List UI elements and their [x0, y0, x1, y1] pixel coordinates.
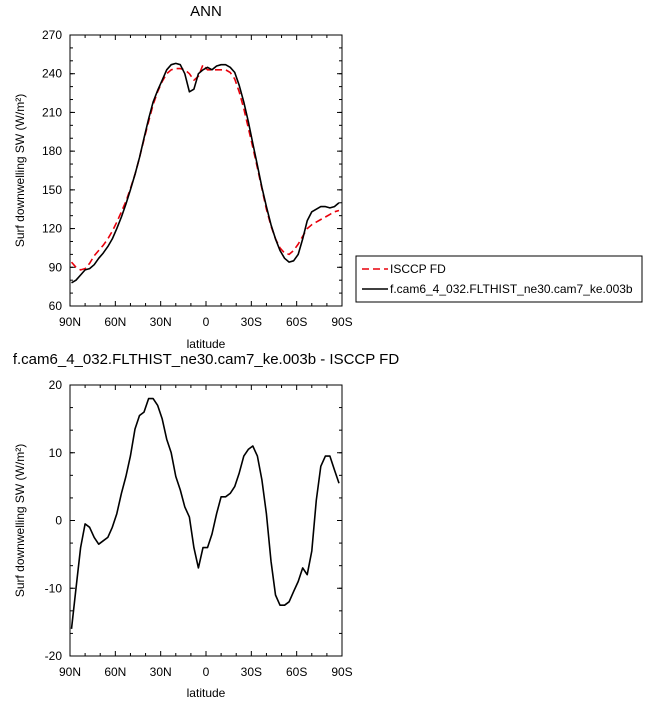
series-line-0 [70, 397, 340, 629]
y-tick-label: 210 [42, 105, 62, 119]
x-axis-label: latitude [187, 337, 226, 351]
chart-title: f.cam6_4_032.FLTHIST_ne30.cam7_ke.003b -… [13, 351, 399, 368]
legend-label: f.cam6_4_032.FLTHIST_ne30.cam7_ke.003b [390, 282, 633, 296]
y-tick-label: 0 [55, 514, 62, 528]
series-line-1 [71, 62, 340, 284]
y-axis-label: Surf downwelling SW (W/m²) [13, 444, 27, 597]
x-axis-label: latitude [187, 686, 226, 700]
plot-frame [69, 34, 343, 307]
x-tick-label: 60S [286, 315, 307, 329]
y-tick-label: 120 [42, 222, 62, 236]
x-tick-label: 90S [331, 665, 352, 679]
y-tick-label: 60 [49, 299, 63, 313]
x-tick-label: 60N [104, 665, 126, 679]
series-line-0 [70, 63, 340, 271]
legend-label: ISCCP FD [390, 262, 446, 276]
y-tick-label: 10 [49, 446, 63, 460]
y-axis-label: Surf downwelling SW (W/m²) [13, 94, 27, 247]
y-tick-label: 20 [49, 378, 63, 392]
x-tick-label: 90S [331, 315, 352, 329]
x-tick-label: 30S [241, 665, 262, 679]
y-tick-label: 240 [42, 67, 62, 81]
x-tick-label: 90N [59, 315, 81, 329]
y-tick-label: 270 [42, 28, 62, 42]
x-tick-label: 90N [59, 665, 81, 679]
legend-box [355, 255, 643, 303]
y-tick-label: -10 [45, 581, 63, 595]
x-tick-label: 0 [203, 665, 210, 679]
x-tick-label: 30S [241, 315, 262, 329]
x-tick-label: 0 [203, 315, 210, 329]
y-tick-label: 90 [49, 260, 63, 274]
difference-panel: f.cam6_4_032.FLTHIST_ne30.cam7_ke.003b -… [13, 351, 399, 700]
y-tick-label: 180 [42, 144, 62, 158]
legend: ISCCP FD f.cam6_4_032.FLTHIST_ne30.cam7_k… [355, 255, 643, 303]
x-tick-label: 60S [286, 665, 307, 679]
x-tick-label: 30N [150, 315, 172, 329]
x-tick-label: 30N [150, 665, 172, 679]
x-tick-label: 60N [104, 315, 126, 329]
plot-frame [69, 384, 343, 657]
y-tick-label: 150 [42, 183, 62, 197]
y-tick-label: -20 [45, 649, 63, 663]
annual-mean-panel: ANN 90N 60N 30N 0 30S 60S 90S 60 90 120 150 180 210 24… [13, 3, 353, 351]
chart-title: ANN [190, 3, 222, 20]
